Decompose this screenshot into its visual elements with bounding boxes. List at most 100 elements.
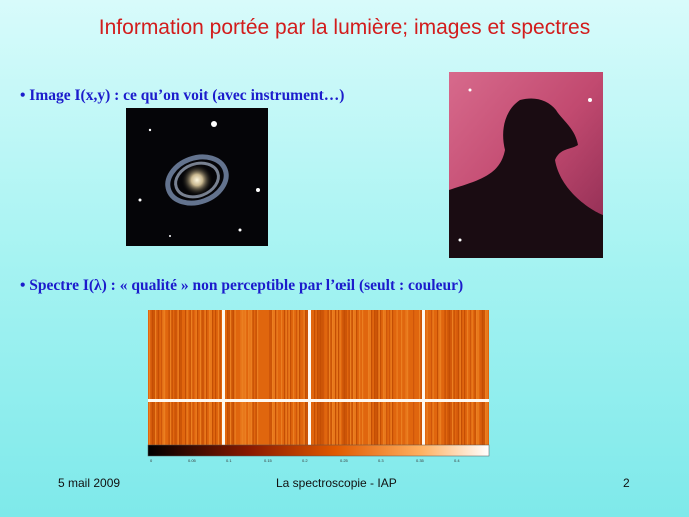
- spectrum-stripe: [333, 310, 335, 445]
- spectrum-stripe: [257, 310, 259, 445]
- spectrum-stripe: [453, 310, 455, 445]
- spectrum-stripe: [179, 310, 181, 445]
- spectrum-stripe: [314, 310, 316, 445]
- galaxy-image: [126, 108, 268, 246]
- spectrum-stripe: [299, 310, 301, 445]
- spectrum-stripe: [461, 310, 463, 445]
- spectrum-stripe: [450, 310, 452, 445]
- emission-line: [222, 310, 225, 445]
- spectrum-stripe: [374, 310, 376, 445]
- spectrum-stripe: [164, 310, 166, 445]
- spectrum-stripe: [396, 310, 398, 445]
- colorbar-label: 0.2: [302, 458, 308, 463]
- spectrum-stripe: [273, 310, 275, 445]
- spectrum-image: [148, 310, 489, 445]
- spectrum-stripe: [470, 310, 472, 445]
- spectrum-stripe: [377, 310, 379, 445]
- spectrum-stripe: [201, 310, 203, 445]
- spectrum-stripe: [215, 310, 217, 445]
- colorbar-label: 0.35: [416, 458, 425, 463]
- spectrum-stripe: [477, 310, 479, 445]
- spectrum-stripe: [219, 310, 221, 445]
- spectrum-stripe: [233, 310, 235, 445]
- spectrum-stripe: [248, 310, 250, 445]
- slide-title: Information portée par la lumière; image…: [98, 16, 591, 39]
- spectrum-stripe: [368, 310, 370, 445]
- spectrum-stripe: [318, 310, 320, 445]
- spectrum-stripe: [380, 310, 382, 445]
- spectrum-stripe: [230, 310, 232, 445]
- spectrum-stripe: [438, 310, 440, 445]
- spectrum-stripe: [204, 310, 206, 445]
- spectrum-stripe: [354, 310, 356, 445]
- spectrum-stripe: [369, 310, 371, 445]
- colorbar-label: 0: [150, 458, 153, 463]
- spectrum-stripe: [407, 310, 409, 445]
- footer-date: 5 mail 2009: [58, 476, 121, 490]
- colorbar-label: 0.15: [264, 458, 273, 463]
- spectrum-stripe: [332, 310, 334, 445]
- spectrum-stripe: [459, 310, 461, 445]
- spectrum-stripe: [378, 310, 380, 445]
- spectrum-stripe: [348, 310, 350, 445]
- spectrum-stripe: [474, 310, 476, 445]
- spectrum-stripe: [486, 310, 488, 445]
- spectrum-stripe: [240, 310, 242, 445]
- spectrum-stripe: [249, 310, 251, 445]
- spectrum-stripe: [359, 310, 361, 445]
- spectrum-stripe: [192, 310, 194, 445]
- colorbar-label: 0.3: [378, 458, 384, 463]
- spectrum-stripe: [338, 310, 340, 445]
- spectrum-stripe: [290, 310, 292, 445]
- spectrum-stripe: [384, 310, 386, 445]
- spectrum-stripe: [480, 310, 482, 445]
- page-number: 2: [623, 476, 630, 490]
- spectrum-stripe: [440, 310, 442, 445]
- spectrum-stripe: [206, 310, 208, 445]
- spectrum-stripe: [275, 310, 277, 445]
- spectrum-stripe: [353, 310, 355, 445]
- spectrum-stripe: [195, 310, 197, 445]
- spectrum-stripe: [152, 310, 154, 445]
- spectrum-stripe: [197, 310, 199, 445]
- horsehead-image: [449, 72, 603, 258]
- spectrum-stripe: [153, 310, 155, 445]
- spectrum-stripe: [191, 310, 193, 445]
- spectrum-stripe: [321, 310, 323, 445]
- spectrum-stripe: [245, 310, 247, 445]
- spectrum-stripe: [255, 310, 257, 445]
- spectrum-stripe: [375, 310, 377, 445]
- spectrum-stripe: [449, 310, 451, 445]
- spectrum-stripe: [162, 310, 164, 445]
- spectrum-stripe: [356, 310, 358, 445]
- spectrum-stripe: [329, 310, 331, 445]
- spectrum-stripe: [323, 310, 325, 445]
- spectrum-stripe: [342, 310, 344, 445]
- spectrum-stripe: [276, 310, 278, 445]
- spectrum-stripe: [285, 310, 287, 445]
- spectrum-stripe: [320, 310, 322, 445]
- spectrum-stripe: [437, 310, 439, 445]
- spectrum-stripe: [174, 310, 176, 445]
- spectrum-stripe: [350, 310, 352, 445]
- spectrum-stripe: [476, 310, 478, 445]
- spectrum-stripe: [351, 310, 353, 445]
- spectrum-stripe: [218, 310, 220, 445]
- spectrum-stripe: [189, 310, 191, 445]
- spectrum-stripe: [284, 310, 286, 445]
- spectrum-stripe: [176, 310, 178, 445]
- spectrum-stripe: [426, 310, 428, 445]
- spectrum-stripe: [405, 310, 407, 445]
- spectrum-stripe: [456, 310, 458, 445]
- spectrum-stripe: [336, 310, 338, 445]
- spectrum-stripe: [293, 310, 295, 445]
- spectrum-stripe: [281, 310, 283, 445]
- spectrum-stripe: [287, 310, 289, 445]
- spectrum-stripe: [420, 310, 422, 445]
- spectrum-stripe: [161, 310, 163, 445]
- spectrum-stripe: [180, 310, 182, 445]
- spectrum-stripe: [168, 310, 170, 445]
- spectrum-stripe: [447, 310, 449, 445]
